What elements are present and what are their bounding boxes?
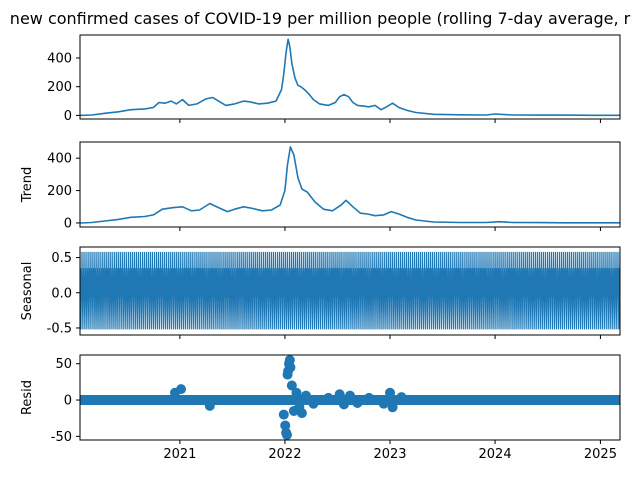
chart-title: new confirmed cases of COVID-19 per mill… [10, 9, 631, 28]
trend-ytick-label: 0 [64, 216, 72, 231]
resid-point [363, 392, 374, 403]
resid-point [378, 398, 389, 409]
resid-point [300, 390, 311, 401]
resid-point [284, 355, 295, 366]
resid-ytick-label: 0 [64, 394, 72, 409]
trend-axes-frame [79, 141, 621, 228]
resid-point [387, 402, 398, 413]
resid-point [334, 389, 345, 400]
seasonal-plot-area [80, 251, 620, 330]
xtick-label: 2021 [163, 447, 196, 462]
resid-point [286, 380, 297, 391]
observed-panel: 0 200 400 [47, 34, 621, 124]
resid-point [308, 398, 319, 409]
resid-point [176, 384, 187, 395]
trend-panel: 0 200 400 Trend [20, 141, 621, 231]
seasonal-ytick-label: 0.0 [51, 286, 72, 301]
seasonal-ylabel: Seasonal [20, 262, 35, 321]
resid-axes-frame [79, 354, 621, 441]
seasonal-series-line [80, 251, 620, 330]
observed-ytick-label: 0 [64, 109, 72, 124]
trend-series-line [80, 146, 620, 224]
resid-point [352, 397, 363, 408]
resid-point [204, 400, 215, 411]
xtick-label: 2023 [373, 447, 406, 462]
resid-ytick-label: 50 [55, 357, 72, 372]
trend-ytick-label: 200 [47, 184, 72, 199]
resid-panel: -50 0 50 2021 2022 2023 2024 2025 Resid [20, 354, 621, 462]
resid-point [296, 408, 307, 419]
observed-ytick-label: 200 [47, 80, 72, 95]
resid-point [281, 429, 292, 440]
observed-series-line [80, 38, 620, 117]
resid-point [338, 399, 349, 410]
seasonal-axes-frame [79, 246, 621, 336]
seasonal-panel: -0.5 0.0 0.5 Seasonal [20, 246, 621, 339]
panels: 0 200 400 0 200 400 Trend -0.5 0.0 0.5 Seasonal -50… [20, 34, 621, 462]
resid-point [280, 420, 291, 431]
resid-point [291, 387, 302, 398]
resid-point [285, 362, 296, 373]
seasonal-ytick-label: -0.5 [47, 321, 72, 336]
trend-plot-area [80, 146, 620, 224]
observed-axes-frame [79, 34, 621, 120]
resid-point [323, 392, 334, 403]
xtick-label: 2025 [584, 447, 617, 462]
resid-plot-area [80, 355, 620, 440]
resid-point [396, 392, 407, 403]
observed-plot-area [80, 38, 620, 117]
seasonal-ytick-label: 0.5 [51, 251, 72, 266]
resid-point [385, 387, 396, 398]
resid-point [345, 390, 355, 401]
xtick-label: 2024 [479, 447, 512, 462]
observed-ytick-label: 400 [47, 51, 72, 66]
resid-ytick-label: -50 [51, 430, 72, 445]
trend-ylabel: Trend [20, 167, 35, 204]
trend-ytick-label: 400 [47, 152, 72, 167]
resid-ylabel: Resid [20, 380, 35, 415]
resid-point [278, 409, 289, 420]
xtick-label: 2022 [268, 447, 301, 462]
